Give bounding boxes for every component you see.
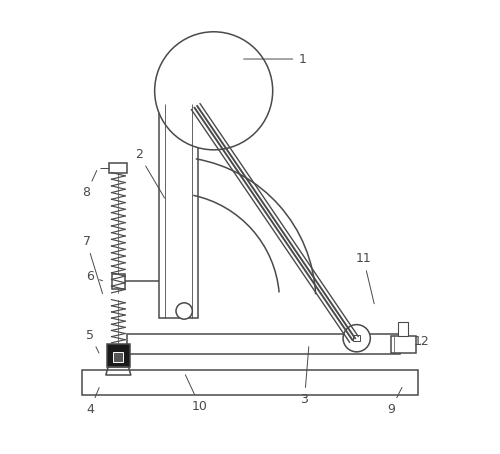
Text: 12: 12 — [414, 335, 430, 348]
Bar — [110, 163, 128, 173]
Bar — [128, 334, 400, 354]
Text: 6: 6 — [86, 271, 102, 283]
Text: 2: 2 — [135, 148, 164, 198]
Text: 3: 3 — [300, 347, 309, 406]
Bar — [390, 336, 415, 353]
Bar — [113, 352, 124, 362]
Text: 10: 10 — [186, 375, 208, 413]
Text: 9: 9 — [387, 387, 402, 416]
Bar — [82, 370, 418, 395]
Text: 4: 4 — [86, 388, 99, 416]
Text: 1: 1 — [244, 53, 306, 65]
Text: 11: 11 — [356, 252, 374, 304]
Circle shape — [154, 32, 272, 150]
Bar — [398, 322, 408, 336]
Bar — [353, 336, 360, 341]
Text: 8: 8 — [82, 171, 97, 199]
Bar — [107, 344, 130, 367]
Bar — [159, 104, 198, 318]
Text: 5: 5 — [86, 329, 99, 353]
Circle shape — [343, 325, 370, 352]
Text: 7: 7 — [82, 235, 102, 294]
Bar — [112, 274, 124, 289]
Bar — [157, 94, 200, 104]
Circle shape — [176, 303, 192, 319]
